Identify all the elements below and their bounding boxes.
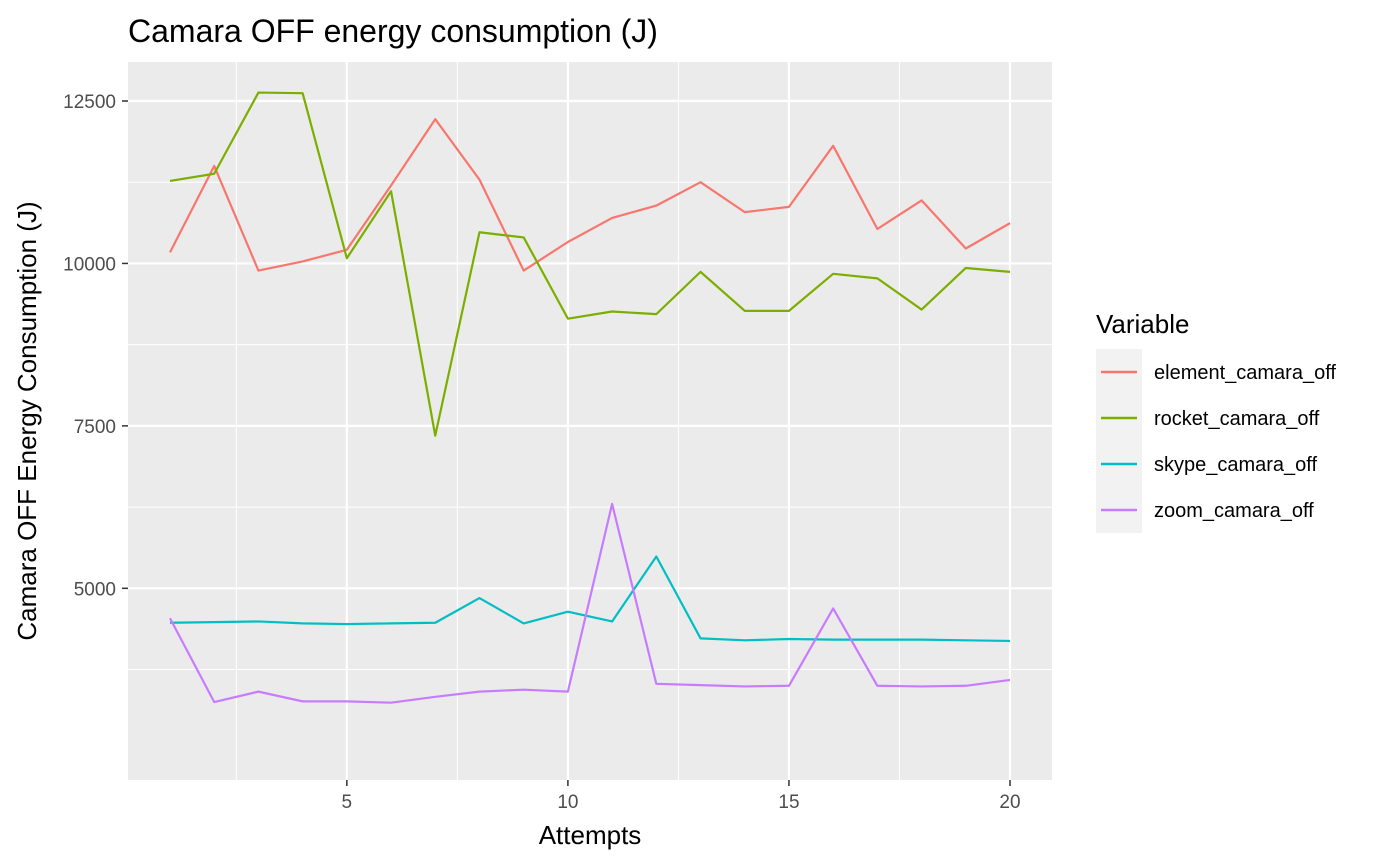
y-tick-label: 12500 — [63, 92, 116, 113]
x-axis-title: Attempts — [539, 820, 642, 850]
series-line-rocket-camara-off — [169, 91, 1011, 437]
chart-title: Camara OFF energy consumption (J) — [128, 13, 658, 49]
major-gridlines — [128, 62, 1052, 780]
legend-item-skype-camara-off: skype_camara_off — [1096, 441, 1318, 487]
legend-item-element-camara-off: element_camara_off — [1096, 349, 1336, 395]
y-tick-label: 7500 — [74, 417, 116, 438]
x-tick-label: 15 — [778, 792, 799, 813]
series-lines — [169, 91, 1011, 704]
series-line-element-camara-off — [169, 118, 1011, 272]
legend-label: rocket_camara_off — [1154, 408, 1320, 430]
plot-panel — [128, 62, 1052, 780]
legend-label: skype_camara_off — [1154, 454, 1318, 476]
minor-gridlines — [128, 62, 1052, 780]
legend-items: element_camara_off rocket_camara_offskype… — [1096, 349, 1336, 533]
x-axis-ticks: 5 10 15 20 — [342, 780, 1021, 813]
legend-label: element_camara_off — [1154, 362, 1336, 384]
legend-item-rocket-camara-off: rocket_camara_off — [1096, 395, 1320, 441]
x-tick-label: 10 — [557, 792, 578, 813]
y-tick-label: 5000 — [74, 579, 116, 600]
legend-label: zoom_camara_off — [1154, 500, 1314, 522]
legend-item-zoom-camara-off: zoom_camara_off — [1096, 487, 1314, 533]
series-line-skype-camara-off — [169, 555, 1011, 643]
series-line-zoom-camara-off — [169, 502, 1011, 704]
x-tick-label: 20 — [999, 792, 1020, 813]
x-tick-label: 5 — [342, 792, 353, 813]
legend: Variable element_camara_off rocket_camara… — [1096, 309, 1336, 533]
y-axis-ticks: 5000 7500 10000 12500 — [63, 92, 128, 600]
y-axis-title: Camara OFF Energy Consumption (J) — [12, 201, 42, 640]
y-tick-label: 10000 — [63, 254, 116, 275]
legend-title: Variable — [1096, 309, 1189, 339]
